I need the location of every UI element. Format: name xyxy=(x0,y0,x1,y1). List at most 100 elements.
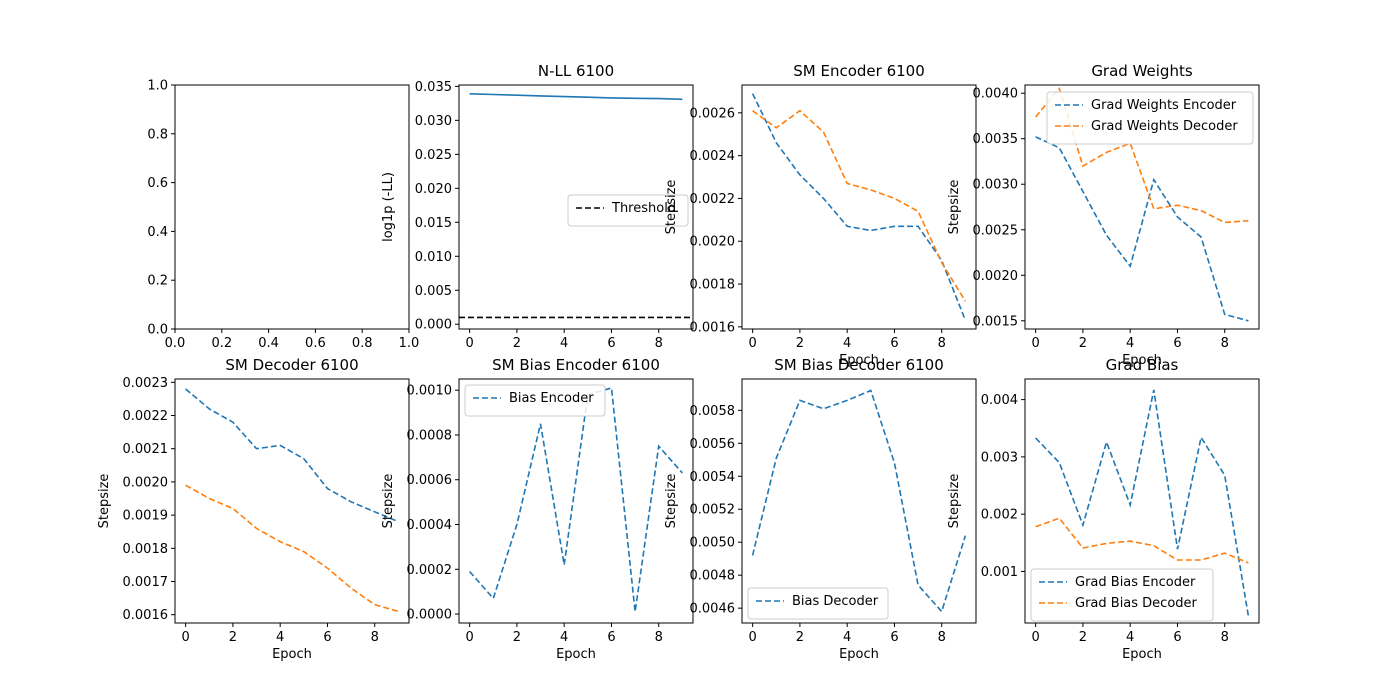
series-line xyxy=(469,93,683,101)
y-tick-label: 0.030 xyxy=(415,114,452,129)
subplot-nll: N-LL 6100 0 2 4 6 8 0.000 0.005 0.010 0.015 0.020 0… xyxy=(381,62,694,351)
y-tick-label: 0.035 xyxy=(415,80,452,95)
y-tick-label: 0.0020 xyxy=(690,235,736,250)
x-tick-label: 8 xyxy=(1221,336,1229,351)
legend-label: Grad Weights Encoder xyxy=(1091,98,1237,113)
chart-title: SM Decoder 6100 xyxy=(225,356,358,374)
y-tick-label: 1.0 xyxy=(147,79,168,94)
chart-title: SM Bias Decoder 6100 xyxy=(774,356,944,374)
chart-title: Grad Weights xyxy=(1091,62,1193,80)
y-tick-label: 0.0035 xyxy=(973,132,1019,147)
y-tick-label: 0.0022 xyxy=(123,409,169,424)
subplot-empty: 0.0 0.2 0.4 0.6 0.8 1.0 0.0 0.2 0.4 0.6 0.8 1.0 xyxy=(147,79,419,352)
legend-label: Grad Bias Decoder xyxy=(1075,596,1198,611)
legend: Bias Decoder xyxy=(747,587,889,620)
x-tick-label: 4 xyxy=(1126,630,1134,645)
y-axis-label: Stepsize xyxy=(381,474,396,529)
chart-title: Grad Bias xyxy=(1106,356,1179,374)
x-tick-label: 8 xyxy=(655,630,663,645)
plot-frame xyxy=(174,378,410,624)
x-tick-label: 0 xyxy=(748,336,756,351)
x-tick-label: 0.0 xyxy=(165,336,186,351)
subplot-sm_encoder: SM Encoder 6100 0 2 4 6 8 0.0016 0.0018 0.0020 0.… xyxy=(664,62,977,368)
legend-box xyxy=(1046,91,1254,145)
y-tick-label: 0.0026 xyxy=(690,106,736,121)
x-tick-label: 0.6 xyxy=(305,336,326,351)
x-tick-label: 6 xyxy=(1173,630,1181,645)
x-tick-label: 2 xyxy=(1079,336,1087,351)
y-tick-label: 0.0058 xyxy=(690,404,736,419)
y-tick-label: 0.001 xyxy=(981,565,1018,580)
legend-label: Grad Bias Encoder xyxy=(1075,575,1196,590)
x-tick-label: 0 xyxy=(1031,630,1039,645)
y-tick-label: 0.0024 xyxy=(690,149,736,164)
series-line xyxy=(751,389,967,614)
x-tick-label: 8 xyxy=(938,630,946,645)
legend: Grad Bias Encoder Grad Bias Decoder xyxy=(1030,568,1214,622)
y-tick-label: 0.0019 xyxy=(123,509,169,524)
x-tick-label: 0 xyxy=(748,630,756,645)
subplot-grad_bias: Grad Bias 0 2 4 6 8 0.001 0.002 0.003 0.004 Epoch S… xyxy=(947,356,1260,662)
y-axis-label: Stepsize xyxy=(947,180,962,235)
y-tick-label: 0.0040 xyxy=(973,87,1019,102)
x-tick-label: 2 xyxy=(796,630,804,645)
x-axis-label: Epoch xyxy=(556,647,596,662)
subplot-sm_bias_encoder: SM Bias Encoder 6100 0 2 4 6 8 0.0000 0.0002 0.0… xyxy=(381,356,694,662)
y-tick-label: 0.0010 xyxy=(407,384,453,399)
y-tick-label: 0.0050 xyxy=(690,536,736,551)
series-line xyxy=(185,388,399,523)
plot-frame xyxy=(1024,84,1260,330)
y-tick-label: 0.0020 xyxy=(123,475,169,490)
y-tick-label: 0.0016 xyxy=(123,608,169,623)
x-tick-label: 0 xyxy=(465,630,473,645)
subplot-sm_decoder: SM Decoder 6100 0 2 4 6 8 0.0016 0.0017 0.0018 0.… xyxy=(97,356,410,662)
x-tick-label: 4 xyxy=(1126,336,1134,351)
legend: Threshold xyxy=(567,194,689,227)
x-tick-label: 2 xyxy=(796,336,804,351)
x-axis-label: Epoch xyxy=(839,647,879,662)
y-tick-label: 0.0025 xyxy=(973,223,1019,238)
y-tick-label: 0.002 xyxy=(981,508,1018,523)
plot-frame xyxy=(741,378,977,624)
y-axis-label: Stepsize xyxy=(664,180,679,235)
y-tick-label: 0.0021 xyxy=(123,442,169,457)
plot-frame xyxy=(174,84,410,330)
y-tick-label: 0.0 xyxy=(147,323,168,338)
y-tick-label: 0.0000 xyxy=(407,608,453,623)
x-tick-label: 4 xyxy=(843,336,851,351)
y-tick-label: 0.010 xyxy=(415,250,452,265)
y-tick-label: 0.6 xyxy=(147,176,168,191)
legend-box xyxy=(567,194,689,227)
x-tick-label: 2 xyxy=(513,630,521,645)
y-tick-label: 0.004 xyxy=(981,393,1018,408)
legend-label: Bias Encoder xyxy=(509,391,594,406)
y-tick-label: 0.0008 xyxy=(407,428,453,443)
x-tick-label: 2 xyxy=(513,336,521,351)
x-tick-label: 6 xyxy=(890,630,898,645)
series-line xyxy=(752,109,967,302)
series-line xyxy=(751,93,967,321)
x-tick-label: 0 xyxy=(465,336,473,351)
y-tick-label: 0.0015 xyxy=(973,314,1019,329)
y-tick-label: 0.0052 xyxy=(690,503,736,518)
y-tick-label: 0.015 xyxy=(415,216,452,231)
legend-label: Threshold xyxy=(611,201,676,216)
legend: Bias Encoder xyxy=(464,384,606,417)
y-tick-label: 0.2 xyxy=(147,274,168,289)
plot-frame xyxy=(1024,378,1260,624)
subplot-sm_bias_decoder: SM Bias Decoder 6100 0 2 4 6 8 0.0046 0.0048 0.0… xyxy=(664,356,977,662)
y-tick-label: 0.020 xyxy=(415,182,452,197)
x-tick-label: 0.2 xyxy=(211,336,232,351)
y-axis-label: Stepsize xyxy=(664,474,679,529)
chart-title: SM Encoder 6100 xyxy=(793,62,925,80)
x-tick-label: 2 xyxy=(229,630,237,645)
series-line xyxy=(468,386,683,612)
y-tick-label: 0.0004 xyxy=(407,518,453,533)
legend-box xyxy=(747,587,889,620)
y-tick-label: 0.0046 xyxy=(690,602,736,617)
subplot-grad_weights: Grad Weights 0 2 4 6 8 0.0015 0.0020 0.0025 0.003… xyxy=(947,62,1260,368)
x-tick-label: 6 xyxy=(607,336,615,351)
chart-title: N-LL 6100 xyxy=(538,62,614,80)
y-tick-label: 0.0030 xyxy=(973,178,1019,193)
